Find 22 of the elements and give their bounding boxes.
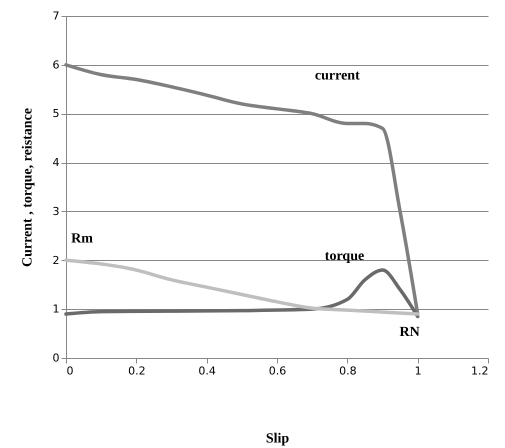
x-tick-label: 1 <box>414 364 422 378</box>
x-tick-label: 0.2 <box>128 364 146 378</box>
line-series <box>64 268 420 318</box>
x-tick-label: 0.6 <box>268 364 286 378</box>
text: current <box>314 68 360 84</box>
y-axis-title: Current , torque, reistance <box>20 108 36 268</box>
y-tick-label: 2 <box>52 254 60 267</box>
y-tick-label: 6 <box>52 58 60 72</box>
y-tick-label: 1 <box>52 302 60 316</box>
x-tick-label: 0 <box>66 364 74 378</box>
series-label: torque <box>324 249 364 264</box>
y-tick-label: 3 <box>52 204 60 218</box>
y-tick-label: 4 <box>52 156 60 170</box>
annotation: RN <box>400 325 420 340</box>
x-tick-label: 1.2 <box>471 364 488 378</box>
x-tick-label: 0.8 <box>339 364 357 378</box>
y-tick-label: 7 <box>52 10 60 22</box>
series-label: Rm <box>71 231 94 246</box>
x-tick-label: 0.4 <box>198 364 216 378</box>
y-tick-label: 0 <box>52 352 60 364</box>
x-axis-title: Slip <box>266 432 290 446</box>
y-tick-label: 5 <box>52 107 60 120</box>
